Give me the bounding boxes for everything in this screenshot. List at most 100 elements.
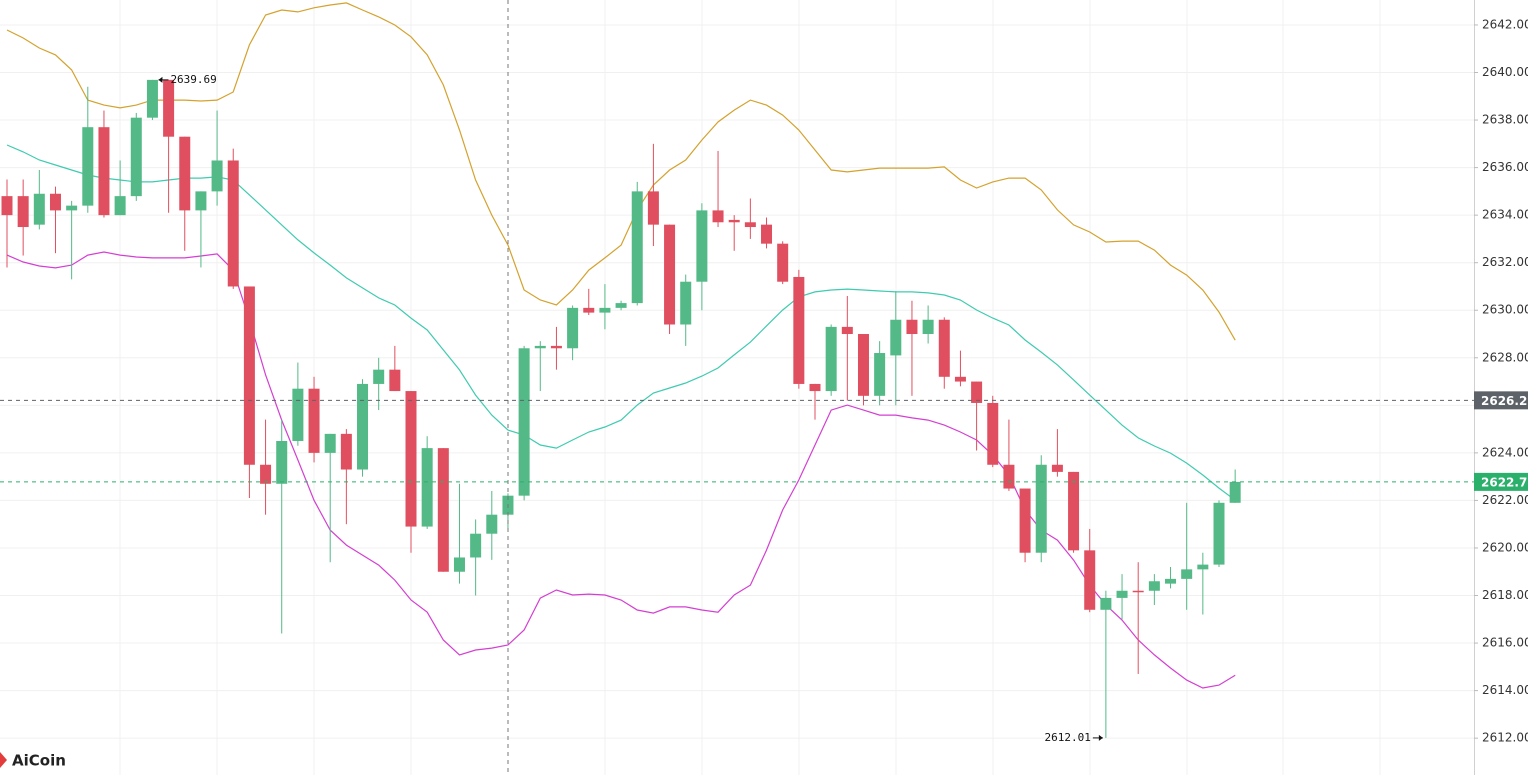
logo-icon [0, 752, 7, 768]
candle-body [777, 243, 789, 282]
candle-body [114, 196, 126, 216]
y-tick-label: 2630.00 [1482, 303, 1528, 317]
y-tick-label: 2636.00 [1482, 160, 1528, 174]
candle-body [971, 381, 983, 403]
candle-body [1051, 464, 1063, 472]
candle-body [1, 196, 13, 216]
candle-body [373, 369, 385, 384]
y-tick-label: 2628.00 [1482, 350, 1528, 364]
y-tick-label: 2634.00 [1482, 208, 1528, 222]
candle-body [486, 514, 498, 534]
candle-body [841, 326, 853, 335]
candle-body [340, 433, 352, 470]
candle-body [534, 345, 546, 349]
candle-body [82, 127, 94, 206]
candle-body [179, 136, 191, 211]
candle-body [1116, 590, 1128, 598]
logo: AiCoin [0, 752, 66, 770]
candle-body [1035, 464, 1047, 553]
candle-body [130, 117, 142, 197]
y-tick-label: 2624.00 [1482, 445, 1528, 459]
candle-body [243, 286, 255, 465]
candle-body [421, 448, 433, 527]
candle-body [276, 440, 288, 484]
candle-body [938, 319, 950, 377]
candle-body [357, 383, 369, 470]
band-line [6, 251, 1236, 689]
candle-body [1084, 550, 1096, 610]
candle-body [615, 303, 627, 308]
vertical-grid [119, 0, 1381, 775]
candle-body [211, 160, 223, 192]
candle-body [389, 369, 401, 392]
high-marker: 2639.69 [170, 73, 216, 86]
candle-body [1019, 488, 1031, 553]
y-tick-label: 2640.00 [1482, 65, 1528, 79]
candle-body [1100, 597, 1112, 610]
horizontal-grid [0, 24, 1474, 739]
candle-body [518, 348, 530, 496]
candle-body [874, 353, 886, 396]
extreme-markers: 2639.69 2612.01 [158, 73, 1103, 744]
candle-body [260, 464, 272, 484]
candle-body [292, 388, 304, 441]
candle-body [1165, 578, 1177, 584]
candle-body [98, 127, 110, 216]
y-tick-label: 2616.00 [1482, 636, 1528, 650]
candle-body [825, 326, 837, 392]
candle-body [453, 557, 465, 572]
candle-body [890, 319, 902, 356]
y-tick-label: 2632.00 [1482, 255, 1528, 269]
candle-body [437, 448, 449, 572]
y-tick-label: 2612.00 [1482, 731, 1528, 745]
marker-arrowhead [158, 76, 163, 83]
candle-body [1213, 502, 1225, 565]
y-tick-label: 2642.00 [1482, 17, 1528, 31]
candle-body [33, 193, 45, 225]
candle-body [696, 210, 708, 282]
candle-body [163, 79, 175, 137]
price-label: 2626.21 [1481, 394, 1528, 408]
candle-body [1003, 464, 1015, 489]
candles [1, 79, 1241, 738]
watermark: AiCoin [12, 752, 66, 770]
candle-body [1132, 590, 1144, 593]
candle-body [761, 224, 773, 244]
bollinger-bands [6, 2, 1236, 689]
candle-body [647, 191, 659, 225]
candle-body [1197, 564, 1209, 570]
low-marker: 2612.01 [1045, 731, 1091, 744]
price-label-bg [1474, 472, 1528, 491]
candle-body [567, 307, 579, 349]
candle-body [728, 219, 740, 223]
y-tick-label: 2622.00 [1482, 493, 1528, 507]
candle-body [809, 383, 821, 392]
y-tick-label: 2638.00 [1482, 113, 1528, 127]
candle-body [146, 79, 158, 118]
candle-body [857, 334, 869, 396]
price-label-bg [1474, 391, 1528, 410]
candle-body [550, 345, 562, 349]
candle-body [744, 222, 756, 228]
candle-body [987, 402, 999, 465]
candle-body [195, 191, 207, 211]
candle-body [906, 319, 918, 335]
y-tick-label: 2618.00 [1482, 588, 1528, 602]
candle-body [680, 281, 692, 325]
candle-body [712, 210, 724, 223]
price-lines [0, 399, 1474, 483]
price-line-labels: 2626.21 2622.78 [1474, 391, 1528, 491]
candle-body [1068, 471, 1080, 551]
price-axis-bg [1474, 0, 1528, 775]
candle-body [793, 276, 805, 384]
candle-body [599, 307, 611, 313]
candle-body [1148, 581, 1160, 591]
candle-body [631, 191, 643, 304]
price-label: 2622.78 [1481, 475, 1528, 489]
band-line [6, 2, 1236, 341]
band-line [6, 144, 1236, 501]
candle-body [1229, 481, 1241, 503]
candle-body [664, 224, 676, 325]
